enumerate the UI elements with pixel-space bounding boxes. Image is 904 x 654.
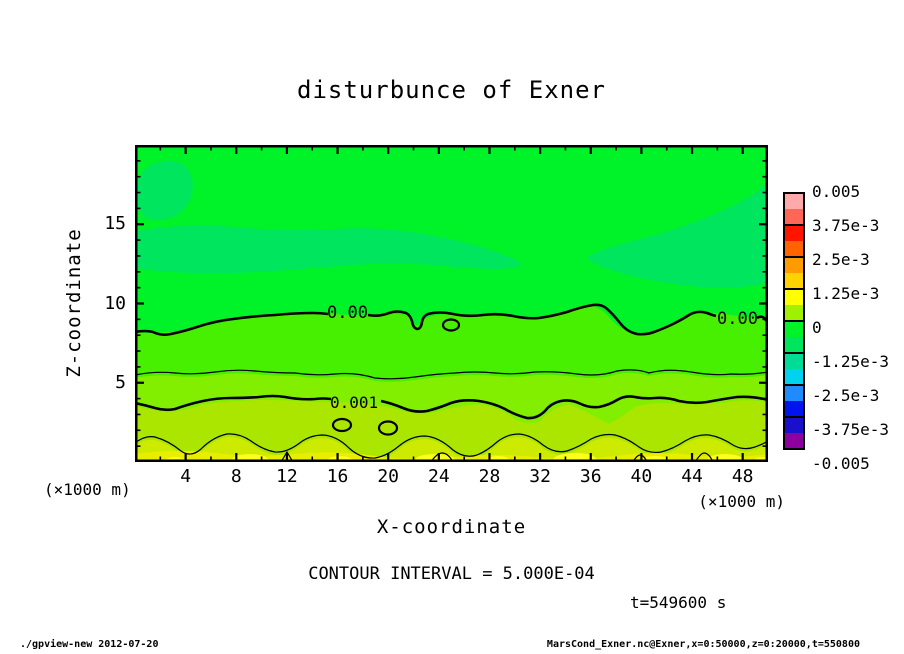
time-caption: t=549600 s — [630, 593, 727, 612]
x-tick-label: 24 — [427, 466, 450, 487]
footer-program-date: ./gpview-new 2012-07-20 — [20, 639, 159, 650]
x-tick-labels: 4 8 12 16 20 24 28 32 36 40 44 48 — [135, 466, 768, 488]
colorbar-tick-label: 3.75e-3 — [812, 216, 880, 235]
colorbar-segment — [783, 384, 805, 418]
colorbar-tick-label: -2.5e-3 — [812, 386, 880, 405]
colorbar-segment — [783, 192, 805, 226]
colorbar-tick-label: -0.005 — [812, 454, 870, 473]
x-axis-unit: (×1000 m) — [698, 492, 785, 511]
y-tick-label: 5 — [115, 371, 126, 393]
colorbar-tick-label: 1.25e-3 — [812, 284, 880, 303]
contour-plot — [135, 145, 768, 462]
y-tick-label: 10 — [104, 292, 126, 314]
contour-label-zero-right: 0.00 — [717, 309, 758, 329]
plot-frame — [135, 145, 768, 462]
bottom-edge-contours — [280, 450, 714, 462]
contour-0p0015 — [135, 433, 768, 459]
colorbar-tick-label: -3.75e-3 — [812, 420, 890, 439]
contour-0p0005 — [135, 369, 768, 380]
colorbar-tick-label: -1.25e-3 — [812, 352, 890, 371]
colorbar-segment — [783, 288, 805, 322]
x-tick-label: 32 — [529, 466, 551, 487]
colorbar-segment — [783, 224, 805, 258]
x-tick-label: 4 — [180, 466, 192, 487]
y-axis-unit: (×1000 m) — [44, 480, 131, 499]
x-tick-label: 20 — [377, 466, 400, 487]
x-tick-label: 48 — [731, 466, 754, 487]
y-axis-label: Z-coordinate — [63, 228, 85, 378]
y-tick-label: 15 — [104, 213, 126, 235]
x-axis-label: X-coordinate — [376, 516, 527, 538]
colorbar — [783, 192, 805, 464]
colorbar-labels: 0.005 3.75e-3 2.5e-3 1.25e-3 0 -1.25e-3 -2.5e-… — [812, 182, 902, 473]
colorbar-tick-label: 0.005 — [812, 182, 861, 201]
x-tick-label: 8 — [230, 466, 242, 487]
colorbar-tick-label: 0 — [812, 318, 822, 337]
contour-0p00 — [135, 303, 768, 336]
x-tick-label: 28 — [478, 466, 501, 487]
contour-label-0p001: 0.001 — [330, 393, 379, 412]
y-tick-labels: 5 10 15 — [92, 145, 130, 462]
x-tick-label: 16 — [326, 466, 349, 487]
x-tick-label: 36 — [579, 466, 602, 487]
contour-label-zero-left: 0.00 — [327, 303, 368, 323]
colorbar-segment — [783, 320, 805, 354]
colorbar-segment — [783, 352, 805, 386]
contour-interval-caption: CONTOUR INTERVAL = 5.000E-04 — [308, 564, 595, 584]
colorbar-tick-label: 2.5e-3 — [812, 250, 870, 269]
colorbar-segment — [783, 416, 805, 450]
x-tick-label: 12 — [276, 466, 298, 487]
negative-patches — [135, 160, 768, 288]
contour-0p001 — [135, 394, 768, 436]
colorbar-segment — [783, 256, 805, 290]
footer-dataset-info: MarsCond_Exner.nc@Exner,x=0:50000,z=0:20… — [546, 639, 860, 650]
x-tick-label: 44 — [681, 466, 703, 487]
page-title: disturbunce of Exner — [297, 76, 606, 104]
positive-bands — [135, 305, 768, 462]
x-tick-label: 40 — [630, 466, 653, 487]
